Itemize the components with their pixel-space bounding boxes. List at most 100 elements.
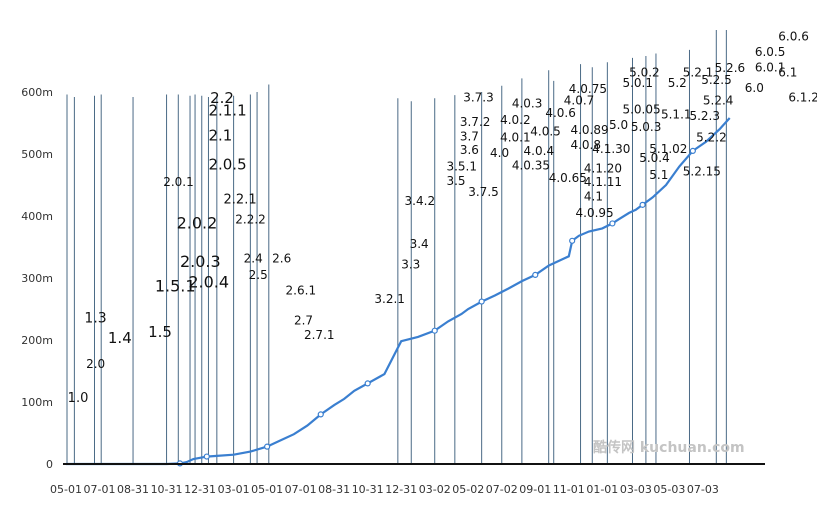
version-label: 4.0 [490, 146, 509, 160]
version-label: 5.2.1 [683, 66, 714, 80]
version-label: 6.1.2 [788, 90, 817, 104]
version-label: 4.0.35 [512, 159, 550, 173]
y-tick-label: 100m [21, 396, 53, 409]
version-label: 2.0.3 [180, 252, 221, 271]
version-label: 1.5 [148, 323, 172, 341]
version-label: 5.1 [649, 168, 668, 182]
version-label: 2.4 [244, 252, 263, 266]
version-label: 4.1.20 [584, 162, 622, 176]
version-label: 3.7.3 [463, 90, 494, 104]
version-label: 2.5 [249, 268, 268, 282]
version-label: 3.5 [446, 174, 465, 188]
version-label: 5.2 [668, 76, 687, 90]
version-label: 5.1.02 [649, 142, 687, 156]
version-label: 4.1.30 [592, 142, 630, 156]
version-label: 5.0.2 [629, 66, 660, 80]
version-label: 5.2.2 [696, 131, 727, 145]
version-label: 4.0.4 [524, 144, 555, 158]
series-point [532, 271, 539, 278]
x-tick-label: 07-01 [84, 483, 116, 496]
version-label: 2.0.2 [177, 213, 218, 232]
version-label: 2.6 [272, 252, 291, 266]
x-tick-label: 12-31 [385, 483, 417, 496]
version-label: 2.2 [210, 89, 234, 107]
x-tick-label: 08-31 [318, 483, 350, 496]
version-label: 3.7.5 [468, 185, 499, 199]
version-label: 5.0 [609, 118, 628, 132]
version-label: 2.1.1 [208, 102, 246, 120]
series-point [609, 220, 616, 227]
series-point [264, 443, 271, 450]
version-label: 3.6 [460, 143, 479, 157]
version-label: 5.0.05 [622, 103, 660, 117]
version-label: 1.4 [108, 329, 132, 347]
x-tick-label: 08-31 [117, 483, 149, 496]
version-label: 3.7 [460, 129, 479, 143]
version-label: 2.0 [86, 357, 105, 371]
x-tick-label: 01-01 [586, 483, 618, 496]
version-label: 5.0.4 [639, 151, 670, 165]
watermark: 酷传网 kuchuan.com [593, 439, 745, 456]
series-point [364, 380, 371, 387]
version-label: 5.0.3 [631, 120, 662, 134]
version-label: 6.0.5 [755, 45, 786, 59]
version-label: 3.4 [410, 237, 429, 251]
version-label: 4.0.2 [500, 113, 531, 127]
x-tick-label: 07-02 [486, 483, 518, 496]
y-axis: 0 100m 200m 300m 400m 500m 600m [21, 86, 53, 471]
version-label: 4.0.65 [549, 171, 587, 185]
version-label: 3.4.2 [405, 194, 436, 208]
version-label: 4.0.1 [500, 131, 531, 145]
x-tick-label: 03-01 [218, 483, 250, 496]
version-label: 2.7 [294, 314, 313, 328]
series-point [689, 147, 696, 154]
version-label: 4.0.5 [530, 124, 561, 138]
version-label: 4.0.8 [570, 138, 601, 152]
x-tick-label: 12-31 [184, 483, 216, 496]
version-label: 5.2.4 [703, 93, 734, 107]
version-label: 3.7.2 [460, 115, 491, 129]
series-point [569, 237, 576, 244]
series-point [478, 298, 485, 305]
version-label: 4.0.89 [570, 123, 608, 137]
y-tick-label: 400m [21, 210, 53, 223]
x-tick-label: 05-03 [653, 483, 685, 496]
version-label: 3.5.1 [446, 160, 477, 174]
version-label: 1.5.1 [155, 277, 196, 296]
version-label: 3.3 [401, 258, 420, 272]
x-tick-label: 09-01 [519, 483, 551, 496]
y-tick-label: 600m [21, 86, 53, 99]
version-label: 3.2.1 [374, 292, 405, 306]
version-label: 6.0.6 [778, 30, 809, 44]
series-point [203, 453, 210, 460]
series-point [317, 411, 324, 418]
version-label: 2.1 [208, 126, 232, 144]
version-label: 2.2.2 [235, 212, 266, 226]
series-line [66, 117, 731, 466]
x-tick-label: 10-31 [352, 483, 384, 496]
version-label: 2.0.5 [208, 156, 246, 174]
version-label: 5.1.1 [661, 108, 692, 122]
series-point [431, 327, 438, 334]
y-tick-label: 0 [46, 458, 53, 471]
x-tick-label: 10-31 [151, 483, 183, 496]
x-tick-label: 07-01 [285, 483, 317, 496]
version-label: 5.2.15 [683, 165, 721, 179]
version-label: 2.7.1 [304, 328, 335, 342]
version-label: 4.0.3 [512, 97, 543, 111]
version-label: 2.2.1 [224, 193, 257, 208]
version-label: 5.2.3 [689, 109, 720, 123]
x-tick-label: 05-01 [50, 483, 82, 496]
version-label: 4.0.6 [545, 106, 576, 120]
version-label: 5.0.1 [622, 76, 653, 90]
version-label: 6.0.1 [755, 61, 786, 75]
version-label: 2.0.1 [163, 175, 194, 189]
version-label: 4.1 [584, 190, 603, 204]
x-tick-label: 05-02 [452, 483, 484, 496]
y-tick-label: 200m [21, 334, 53, 347]
version-label: 4.0.95 [576, 206, 614, 220]
version-label: 4.0.7 [564, 93, 595, 107]
version-spikes [66, 30, 727, 464]
x-tick-label: 03-03 [620, 483, 652, 496]
